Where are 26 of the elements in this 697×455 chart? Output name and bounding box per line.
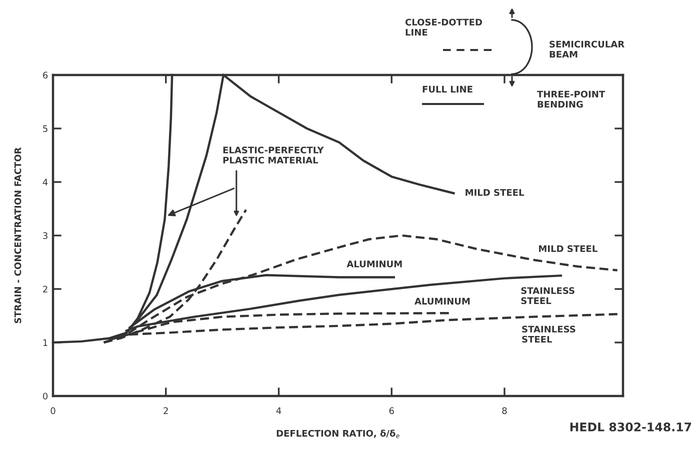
text: HEDL 8302-148.17	[570, 422, 692, 432]
annotation: FULL LINE	[422, 86, 472, 93]
x-tick-label: 6	[389, 407, 394, 414]
text: CLOSE-DOTTED LINE	[405, 18, 482, 36]
series-label: STAINLESS STEEL	[521, 287, 574, 304]
annotation: THREE-POINT BENDING	[537, 90, 606, 108]
y-tick-label: 0	[42, 392, 48, 400]
y-tick-label: 1	[43, 339, 48, 346]
y-tick-label: 3	[43, 232, 48, 240]
series-label: ALUMINUM	[346, 260, 402, 268]
series-label: ALUMINUM	[414, 298, 470, 305]
y-tick-label: 5	[43, 125, 48, 132]
x-tick-label: 2	[164, 407, 168, 414]
y-tick-label: 6	[43, 72, 48, 79]
series-label: MILD STEEL	[539, 245, 598, 252]
y-tick-label: 4	[42, 178, 48, 186]
annotation: ELASTIC-PERFECTLY PLASTIC MATERIAL	[223, 146, 324, 164]
text: SEMICIRCULAR BEAM	[550, 40, 624, 58]
x-tick-label: 4	[276, 407, 282, 414]
y-tick-label: 2	[43, 286, 48, 292]
y-axis-title: STRAIN - CONCENTRATION FACTOR	[14, 147, 22, 324]
x-tick-label: 0	[50, 407, 56, 414]
x-tick-label: 8	[502, 407, 507, 414]
series-label: STAINLESS STEEL	[522, 326, 576, 343]
x-axis-title: DEFLECTION RATIO, δ/δ$_{e}$	[276, 430, 400, 438]
series-label: MILD STEEL	[466, 189, 524, 196]
